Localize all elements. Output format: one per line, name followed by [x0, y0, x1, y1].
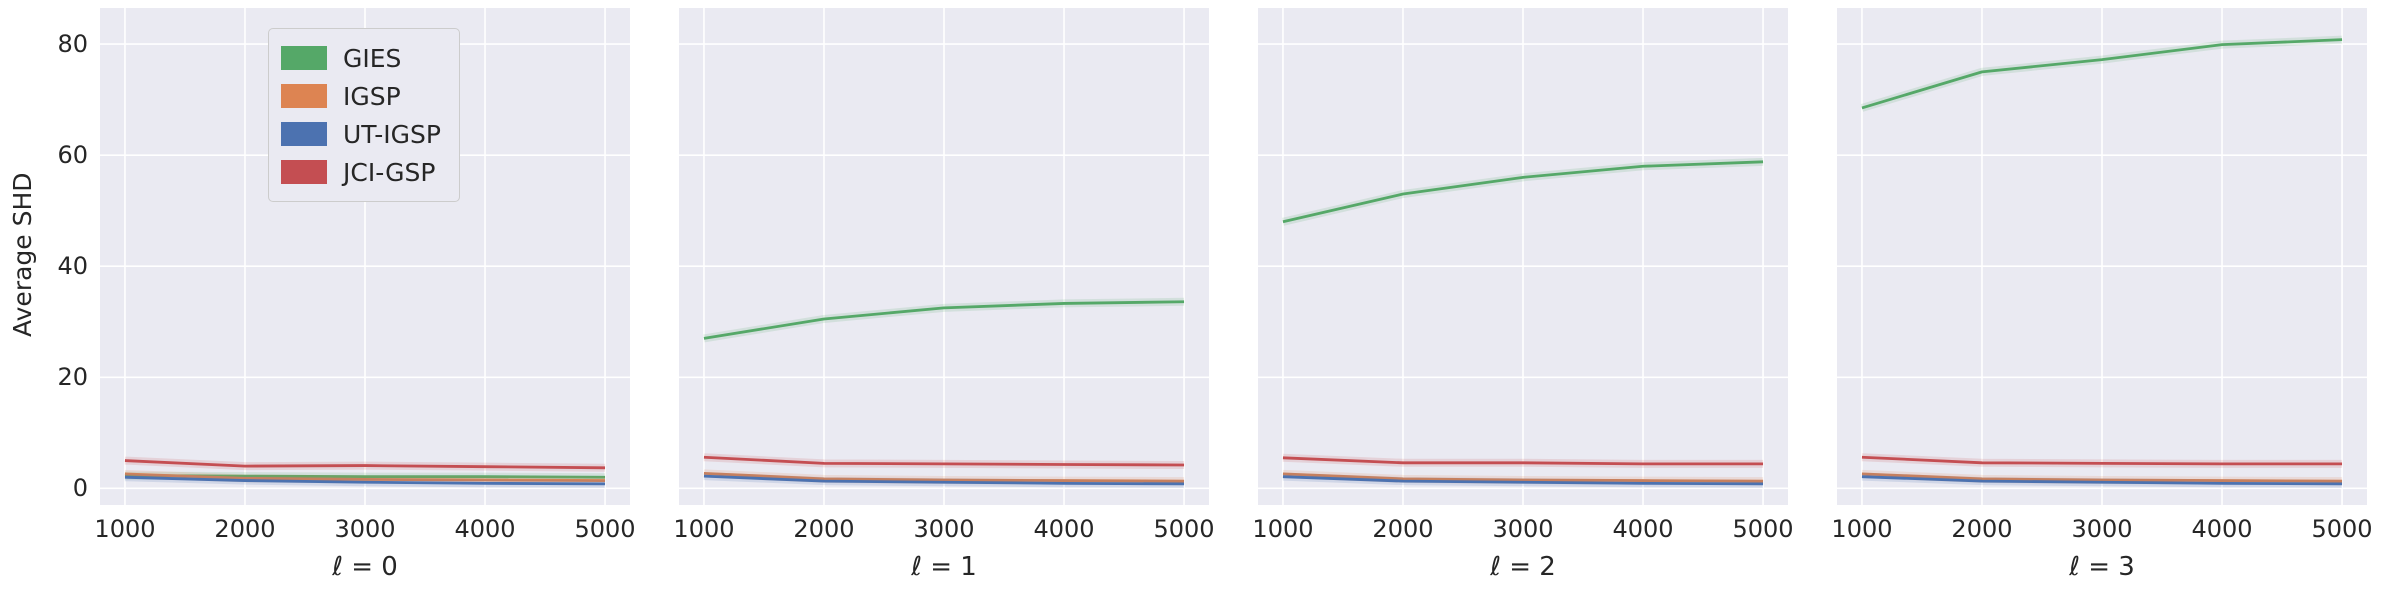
legend-item: GIES [281, 39, 441, 77]
x-tick-label: 4000 [454, 515, 516, 543]
subplot-l3: 1000 2000 3000 4000 5000 ℓ = 3 [1831, 8, 2373, 608]
x-tick-label: 3000 [334, 515, 396, 543]
series-line-igsp [703, 471, 1185, 483]
plot-area [1837, 8, 2367, 505]
x-tick-label: 4000 [1033, 515, 1095, 543]
legend-label: GIES [343, 43, 402, 73]
legend-swatch-ut-igsp [281, 122, 327, 146]
series-line-jci-gsp [124, 459, 606, 470]
x-tick-label: 4000 [1612, 515, 1674, 543]
series-line-igsp [1282, 472, 1764, 483]
plot-area [679, 8, 1209, 505]
series-line-ut-igsp [124, 475, 606, 486]
x-tick-label: 4000 [2191, 515, 2253, 543]
x-tick-label: 3000 [913, 515, 975, 543]
x-tick-label: 1000 [1252, 515, 1314, 543]
x-axis-label: ℓ = 3 [2069, 552, 2135, 582]
legend-item: IGSP [281, 77, 441, 115]
y-tick-label: 80 [57, 30, 88, 58]
series-line-ut-igsp [1282, 475, 1764, 486]
series-line-ut-igsp [703, 474, 1185, 486]
legend-label: JCI-GSP [343, 157, 436, 187]
x-tick-label: 1000 [1831, 515, 1893, 543]
x-tick-label: 2000 [793, 515, 855, 543]
legend-item: JCI-GSP [281, 153, 441, 191]
y-tick-label: 0 [72, 474, 88, 502]
x-tick-label: 1000 [673, 515, 735, 543]
series-line-gies [1861, 38, 2343, 110]
x-tick-label: 5000 [1153, 515, 1215, 543]
legend-swatch-jci-gsp [281, 160, 327, 184]
legend-label: IGSP [343, 81, 401, 111]
x-tick-label: 2000 [1951, 515, 2013, 543]
x-tick-label: 3000 [1492, 515, 1554, 543]
series-line-gies [703, 300, 1185, 340]
x-tick-label: 5000 [574, 515, 636, 543]
series-line-jci-gsp [1861, 455, 2343, 466]
legend-swatch-gies [281, 46, 327, 70]
subplot-l2: 1000 2000 3000 4000 5000 ℓ = 2 [1252, 8, 1794, 608]
x-tick-label: 5000 [1732, 515, 1794, 543]
series-line-igsp [124, 472, 606, 482]
series-line-jci-gsp [703, 455, 1185, 467]
x-tick-label: 2000 [214, 515, 276, 543]
x-axis-label: ℓ = 2 [1490, 552, 1556, 582]
legend: GIES IGSP UT-IGSP JCI-GSP [268, 28, 460, 202]
legend-swatch-igsp [281, 84, 327, 108]
legend-label: UT-IGSP [343, 119, 441, 149]
x-tick-label: 1000 [94, 515, 156, 543]
y-tick-label: 20 [57, 363, 88, 391]
y-tick-label: 60 [57, 141, 88, 169]
x-tick-label: 3000 [2071, 515, 2133, 543]
legend-item: UT-IGSP [281, 115, 441, 153]
subplot-l1: 1000 2000 3000 4000 5000 ℓ = 1 [673, 8, 1215, 608]
y-tick-label: 40 [57, 252, 88, 280]
x-axis-label: ℓ = 0 [332, 552, 398, 582]
series-line-ut-igsp [1861, 475, 2343, 486]
series-line-igsp [1861, 472, 2343, 483]
x-tick-label: 2000 [1372, 515, 1434, 543]
series-line-gies [1282, 160, 1764, 224]
x-axis-label: ℓ = 1 [911, 552, 977, 582]
series-line-jci-gsp [1282, 456, 1764, 466]
x-tick-label: 5000 [2311, 515, 2373, 543]
plot-area [1258, 8, 1788, 505]
